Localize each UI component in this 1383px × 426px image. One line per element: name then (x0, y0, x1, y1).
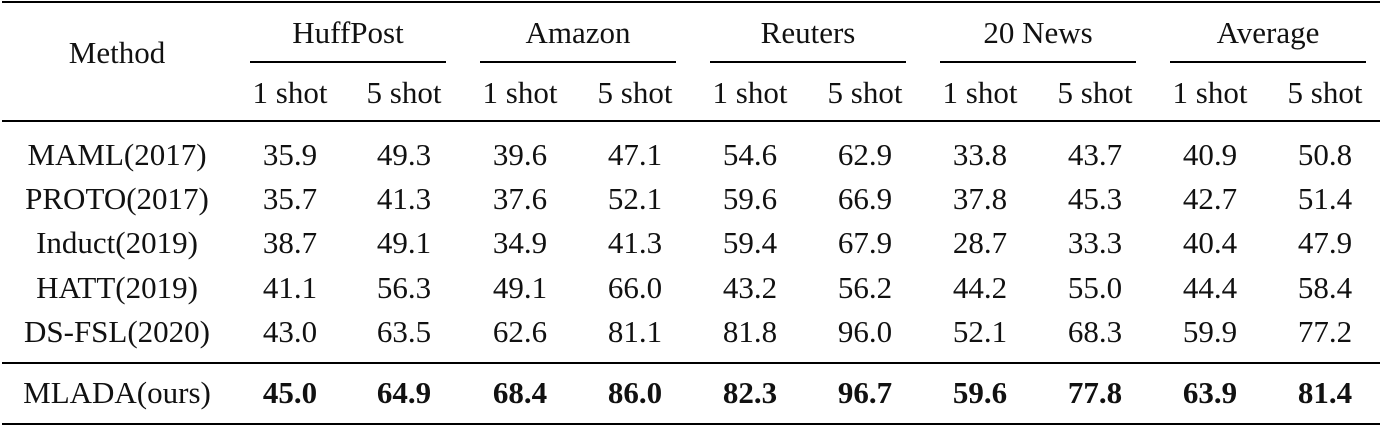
top-rule (2, 1, 1380, 3)
best-score-cell: 59.6 (952, 375, 1008, 410)
score-cell: 59.6 (722, 181, 778, 216)
score-cell: 62.6 (492, 314, 548, 349)
best-score-cell: 81.4 (1297, 375, 1353, 410)
score-cell: 40.4 (1182, 225, 1238, 260)
score-cell: 54.6 (722, 137, 778, 172)
shot-header: 5 shot (366, 75, 442, 110)
best-score-cell: 68.4 (492, 375, 548, 410)
score-cell: 42.7 (1182, 181, 1238, 216)
method-name: MAML(2017) (27, 137, 207, 172)
method-name: PROTO(2017) (25, 181, 209, 216)
score-cell: 52.1 (952, 314, 1008, 349)
dataset-header: Reuters (760, 15, 856, 50)
score-cell: 47.9 (1297, 225, 1353, 260)
score-cell: 44.2 (952, 270, 1008, 305)
score-cell: 43.2 (722, 270, 778, 305)
group-underline (480, 61, 676, 63)
score-cell: 55.0 (1067, 270, 1123, 305)
score-cell: 43.0 (262, 314, 318, 349)
group-underline (710, 61, 906, 63)
score-cell: 47.1 (607, 137, 663, 172)
score-cell: 56.3 (376, 270, 432, 305)
score-cell: 37.6 (492, 181, 548, 216)
score-cell: 77.2 (1297, 314, 1353, 349)
score-cell: 43.7 (1067, 137, 1123, 172)
score-cell: 41.3 (376, 181, 432, 216)
best-score-cell: 64.9 (376, 375, 432, 410)
score-cell: 38.7 (262, 225, 318, 260)
shot-header: 1 shot (482, 75, 558, 110)
score-cell: 62.9 (837, 137, 893, 172)
best-score-cell: 77.8 (1067, 375, 1123, 410)
score-cell: 66.9 (837, 181, 893, 216)
score-cell: 49.1 (376, 225, 432, 260)
method-name: MLADA(ours) (23, 375, 211, 410)
score-cell: 34.9 (492, 225, 548, 260)
best-score-cell: 86.0 (607, 375, 663, 410)
score-cell: 28.7 (952, 225, 1008, 260)
dataset-header: Average (1216, 15, 1320, 50)
score-cell: 35.7 (262, 181, 318, 216)
shot-header: 1 shot (712, 75, 788, 110)
score-cell: 63.5 (376, 314, 432, 349)
score-cell: 59.4 (722, 225, 778, 260)
shot-header: 1 shot (942, 75, 1018, 110)
score-cell: 44.4 (1182, 270, 1238, 305)
best-score-cell: 45.0 (262, 375, 318, 410)
shot-header: 5 shot (1287, 75, 1363, 110)
header-rule (2, 120, 1380, 122)
score-cell: 58.4 (1297, 270, 1353, 305)
method-name: Induct(2019) (36, 225, 198, 260)
score-cell: 52.1 (607, 181, 663, 216)
score-cell: 35.9 (262, 137, 318, 172)
score-cell: 39.6 (492, 137, 548, 172)
best-score-cell: 96.7 (837, 375, 893, 410)
shot-header: 1 shot (252, 75, 328, 110)
score-cell: 45.3 (1067, 181, 1123, 216)
score-cell: 37.8 (952, 181, 1008, 216)
score-cell: 56.2 (837, 270, 893, 305)
shot-header: 5 shot (597, 75, 673, 110)
score-cell: 51.4 (1297, 181, 1353, 216)
dataset-header: HuffPost (292, 15, 404, 50)
method-name: HATT(2019) (36, 270, 198, 305)
score-cell: 33.3 (1067, 225, 1123, 260)
score-cell: 68.3 (1067, 314, 1123, 349)
score-cell: 49.1 (492, 270, 548, 305)
score-cell: 41.3 (607, 225, 663, 260)
shot-header: 5 shot (1057, 75, 1133, 110)
score-cell: 50.8 (1297, 137, 1353, 172)
score-cell: 33.8 (952, 137, 1008, 172)
shot-header: 1 shot (1172, 75, 1248, 110)
score-cell: 67.9 (837, 225, 893, 260)
best-score-cell: 63.9 (1182, 375, 1238, 410)
method-header: Method (68, 35, 166, 70)
group-underline (250, 61, 446, 63)
best-score-cell: 82.3 (722, 375, 778, 410)
group-underline (1170, 61, 1366, 63)
bottom-rule (2, 423, 1380, 425)
shot-header: 5 shot (827, 75, 903, 110)
score-cell: 81.8 (722, 314, 778, 349)
score-cell: 81.1 (607, 314, 663, 349)
method-name: DS-FSL(2020) (23, 314, 211, 349)
score-cell: 49.3 (376, 137, 432, 172)
score-cell: 96.0 (837, 314, 893, 349)
score-cell: 40.9 (1182, 137, 1238, 172)
score-cell: 41.1 (262, 270, 318, 305)
group-underline (940, 61, 1136, 63)
mid-rule (2, 362, 1380, 364)
dataset-header: 20 News (983, 15, 1093, 50)
score-cell: 59.9 (1182, 314, 1238, 349)
score-cell: 66.0 (607, 270, 663, 305)
dataset-header: Amazon (525, 15, 631, 50)
